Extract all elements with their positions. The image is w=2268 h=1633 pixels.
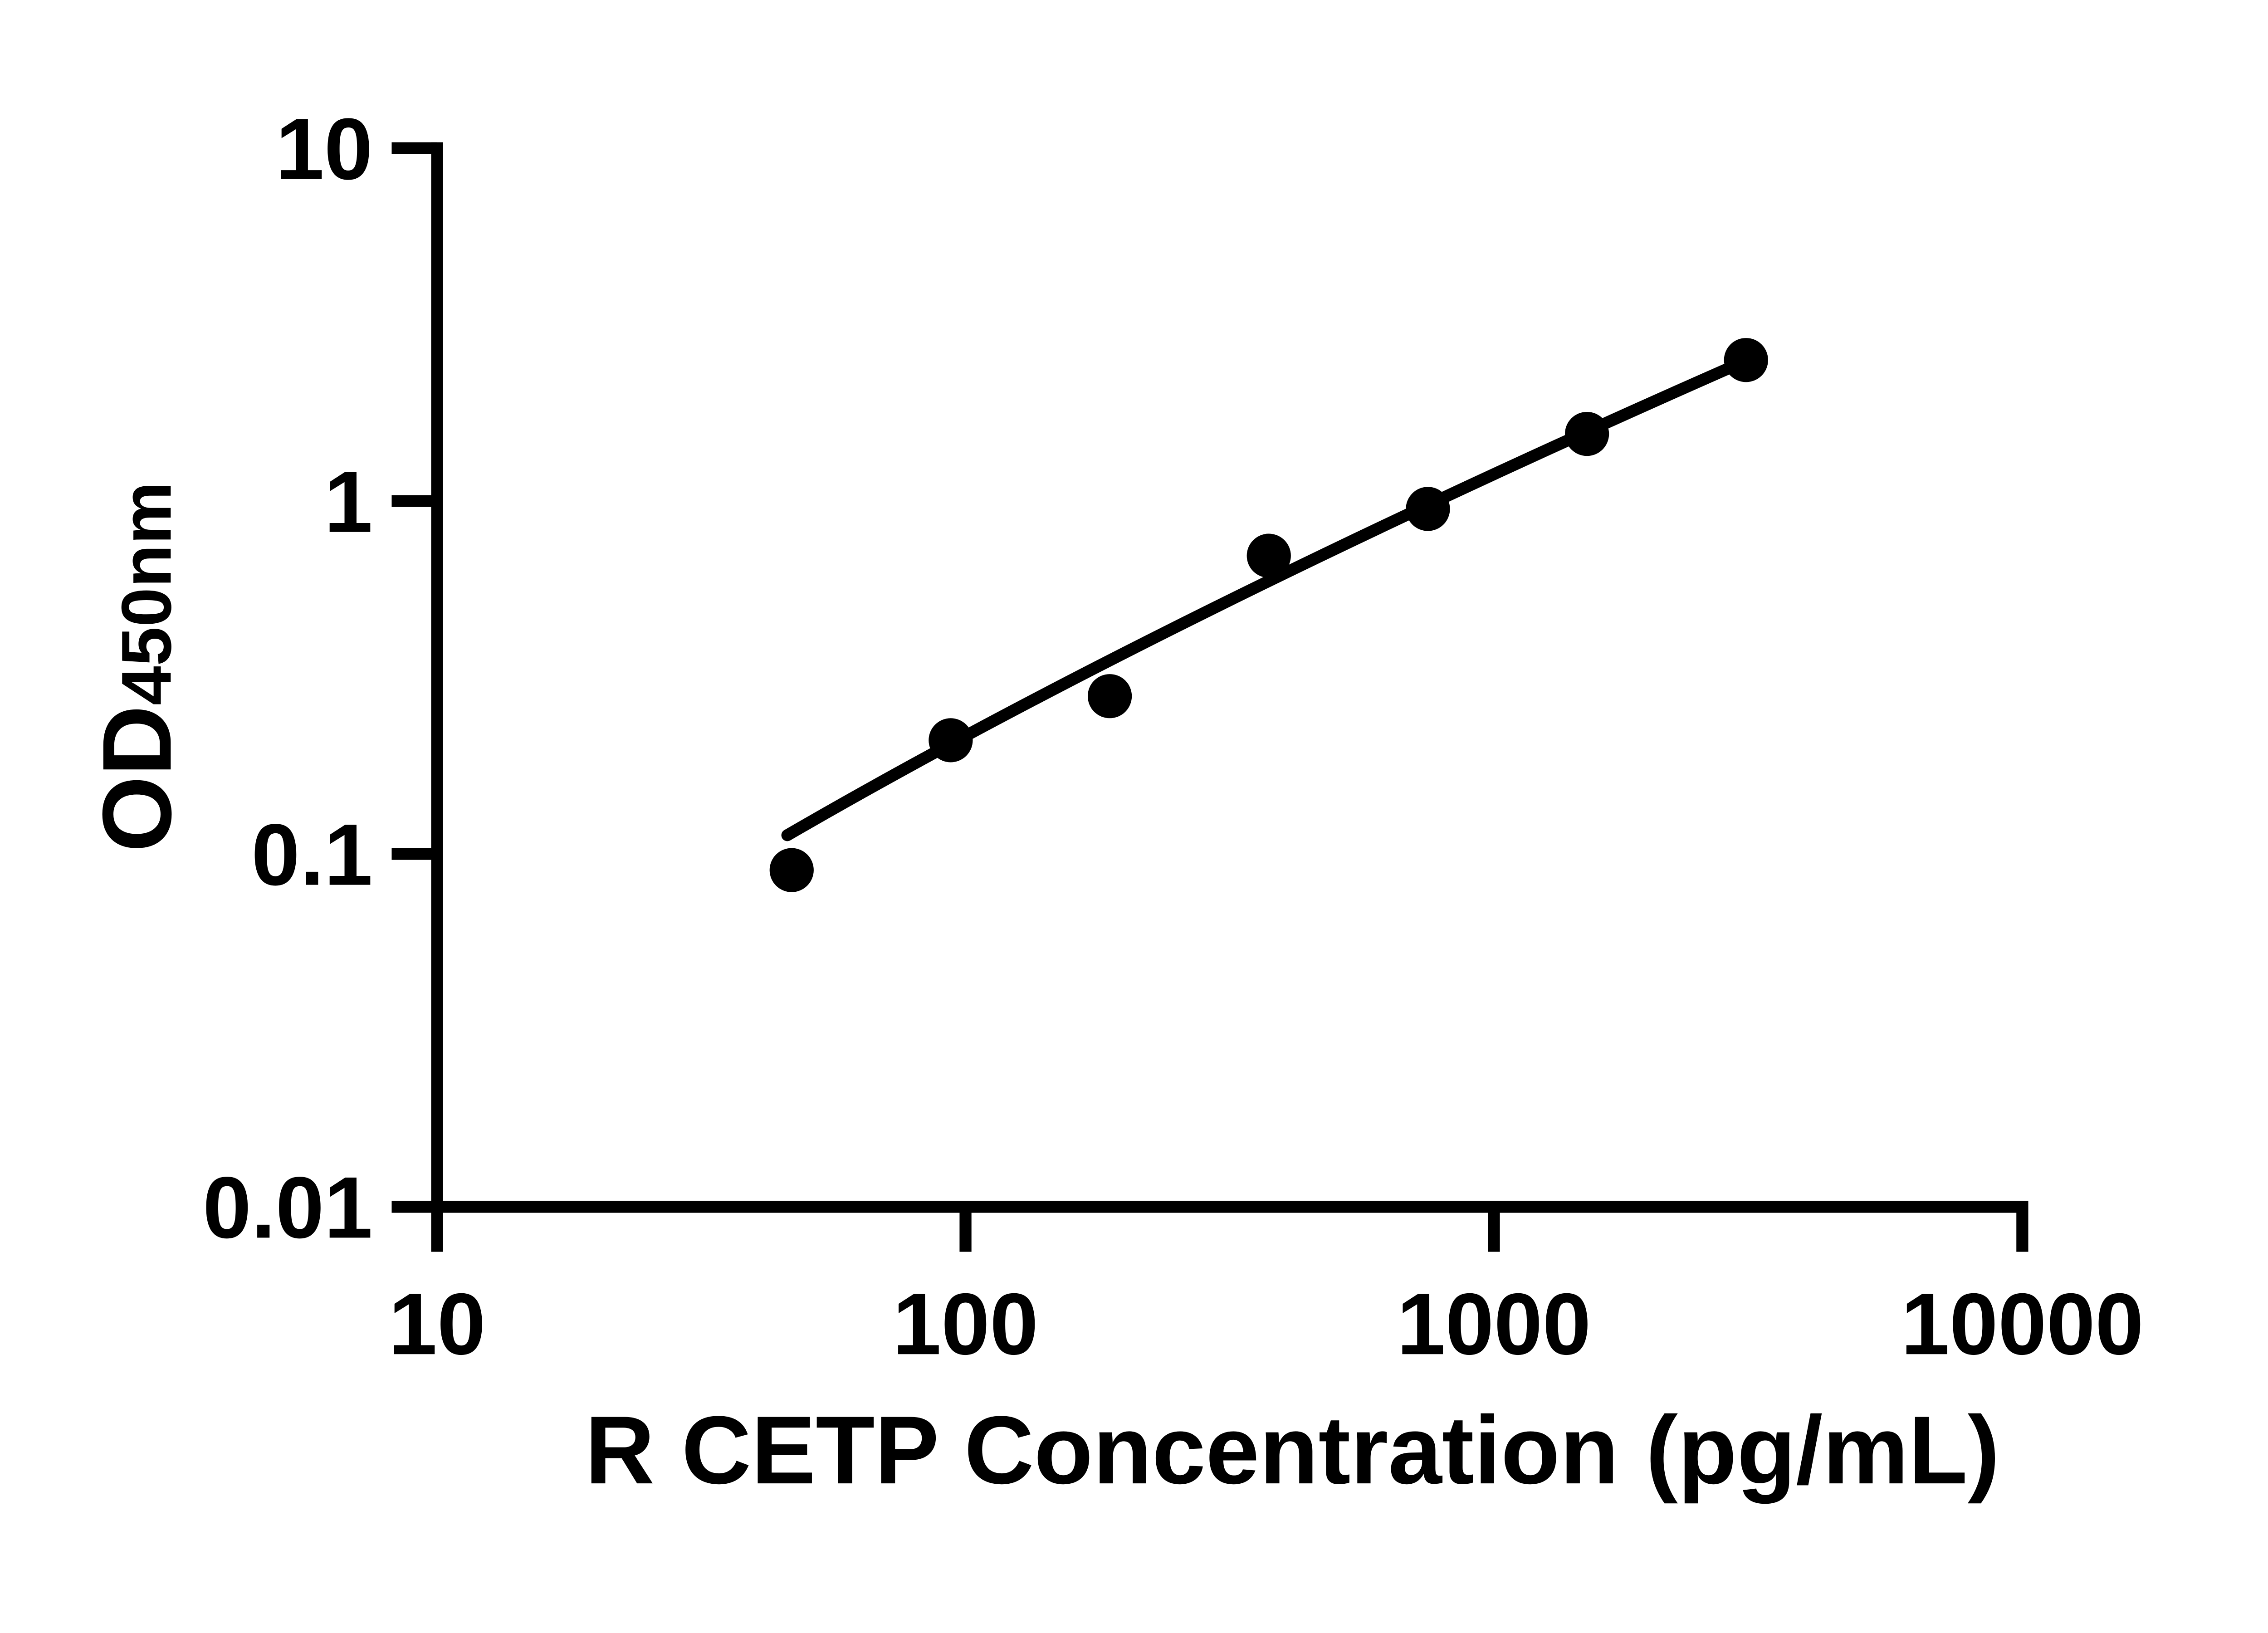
y-tick-label: 0.01 — [203, 1159, 373, 1257]
y-axis-title-main: OD — [82, 705, 191, 852]
x-tick-label: 10 — [389, 1275, 486, 1373]
data-point — [1564, 411, 1609, 456]
data-point — [1087, 674, 1132, 719]
y-axis-title-subscript: 450nm — [107, 482, 186, 705]
y-tick-label: 1 — [324, 453, 373, 551]
data-point — [1724, 338, 1768, 382]
data-points-layer — [769, 338, 1768, 892]
x-tick-label: 10000 — [1901, 1275, 2144, 1373]
data-point — [1406, 487, 1450, 531]
x-tick-label: 100 — [893, 1275, 1038, 1373]
data-point — [1246, 533, 1291, 578]
x-tick-label: 1000 — [1397, 1275, 1591, 1373]
chart-canvas: 10 100 1000 10000 10 1 0.1 0.01 OD450nm R CETP … — [82, 100, 2144, 1505]
standard-curve-figure: 10 100 1000 10000 10 1 0.1 0.01 OD450nm R CETP … — [82, 100, 2144, 1505]
y-tick-label: 10 — [276, 100, 373, 198]
data-point — [929, 718, 973, 763]
axes-layer: 10 100 1000 10000 10 1 0.1 0.01 — [203, 100, 2144, 1373]
y-axis-title: OD450nm — [82, 482, 191, 852]
x-axis-title: R CETP Concentration (pg/mL) — [585, 1396, 2000, 1504]
data-point — [769, 848, 814, 892]
y-tick-label: 0.1 — [251, 806, 373, 904]
